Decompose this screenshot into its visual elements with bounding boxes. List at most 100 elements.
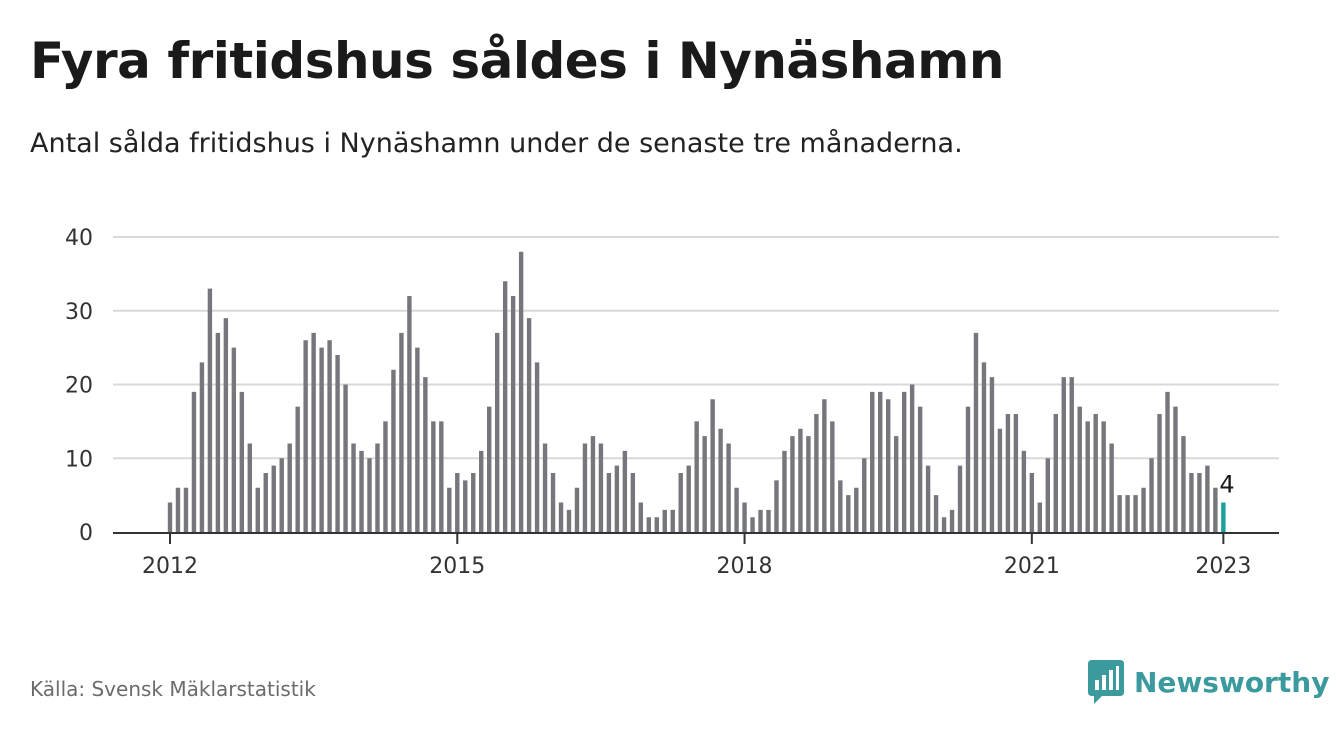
bar — [175, 487, 181, 532]
x-tick-label: 2015 — [429, 554, 485, 579]
bar — [215, 332, 221, 532]
bar — [375, 443, 380, 532]
y-tick-label: 20 — [65, 374, 93, 399]
bar — [949, 509, 955, 532]
bar — [463, 480, 468, 532]
bar — [327, 340, 332, 532]
bar — [279, 458, 284, 532]
bar — [758, 509, 763, 532]
bar — [622, 450, 628, 532]
bar — [1037, 502, 1043, 532]
bar-chart: 2012 2015 2018 2021 2023 0 10 20 30 40 4 — [65, 226, 1279, 579]
bar — [367, 458, 372, 532]
bar — [1141, 487, 1146, 532]
bar — [854, 487, 859, 532]
bar — [1117, 495, 1122, 532]
bar — [1189, 473, 1194, 532]
bar — [638, 502, 644, 532]
bar — [997, 428, 1003, 532]
bar — [391, 369, 396, 532]
bar — [830, 421, 835, 532]
bar — [494, 332, 500, 532]
bar — [343, 384, 348, 532]
bar — [662, 509, 667, 532]
bar — [407, 296, 412, 532]
last-value-label: 4 — [1219, 471, 1234, 499]
bar — [415, 347, 420, 532]
bar — [1181, 436, 1186, 532]
bar — [742, 502, 747, 532]
bar — [614, 465, 620, 532]
source-note: Källa: Svensk Mäklarstatistik — [30, 677, 316, 701]
bar — [223, 318, 229, 532]
bar — [1061, 377, 1066, 532]
bar — [263, 473, 268, 532]
bar — [1085, 421, 1090, 532]
bar — [1173, 406, 1178, 532]
bar — [893, 436, 899, 532]
bar — [702, 436, 707, 532]
bar — [455, 473, 460, 532]
bar — [862, 458, 867, 532]
bar — [423, 377, 428, 532]
bar — [558, 502, 564, 532]
bar — [933, 495, 939, 532]
bar — [1021, 450, 1027, 532]
bar — [1157, 414, 1162, 532]
bar — [654, 517, 659, 532]
bar — [487, 406, 492, 532]
bar — [925, 465, 931, 532]
x-axis-ticks: 2012 2015 2018 2021 2023 — [142, 533, 1251, 579]
bar — [917, 406, 923, 532]
bar — [878, 391, 883, 532]
bar — [399, 332, 404, 532]
bar — [1005, 414, 1011, 532]
bar — [207, 288, 213, 532]
bar — [359, 450, 364, 532]
bar — [431, 421, 436, 532]
bar — [694, 421, 699, 532]
bar — [255, 487, 260, 532]
y-tick-label: 0 — [79, 521, 93, 546]
bar — [271, 465, 276, 532]
bar — [989, 377, 995, 532]
bar — [1165, 391, 1170, 532]
bar — [1133, 495, 1138, 532]
bar — [981, 362, 987, 532]
bar — [646, 517, 651, 532]
bar — [606, 473, 612, 532]
bar — [750, 517, 755, 532]
bar — [886, 399, 891, 532]
bar — [1029, 473, 1035, 532]
bar — [1149, 458, 1154, 532]
bar — [471, 473, 476, 532]
bar — [870, 391, 875, 532]
bar — [447, 487, 452, 532]
bar — [534, 362, 540, 532]
bar — [239, 391, 245, 532]
x-tick-label: 2023 — [1195, 554, 1251, 579]
bar — [550, 473, 556, 532]
x-tick-label: 2012 — [142, 554, 198, 579]
bar — [901, 391, 907, 532]
page-subtitle: Antal sålda fritidshus i Nynäshamn under… — [30, 128, 963, 159]
bar — [231, 347, 237, 532]
bar — [566, 509, 572, 532]
bar — [941, 517, 947, 532]
bar — [1053, 414, 1058, 532]
bar — [766, 509, 771, 532]
bar — [287, 443, 292, 532]
y-tick-label: 30 — [65, 300, 93, 325]
bar — [303, 340, 308, 532]
bar-latest — [1221, 502, 1226, 532]
bar — [790, 436, 795, 532]
bar — [590, 436, 596, 532]
bar — [319, 347, 324, 532]
bar — [822, 399, 827, 532]
bar — [295, 406, 300, 532]
y-axis-labels: 0 10 20 30 40 — [65, 226, 93, 546]
bar — [518, 251, 524, 532]
bar — [1069, 377, 1074, 532]
bar — [167, 502, 173, 532]
page-title: Fyra fritidshus såldes i Nynäshamn — [30, 32, 1004, 90]
